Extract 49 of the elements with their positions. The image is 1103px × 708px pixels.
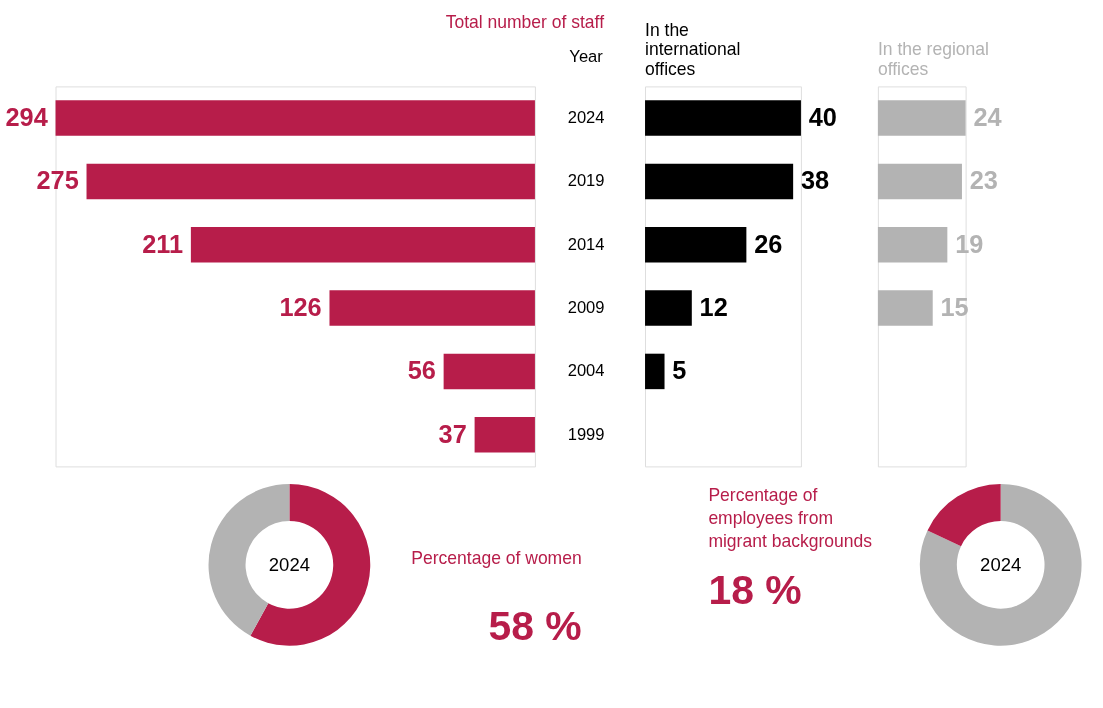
bar [645, 163, 794, 200]
data-label: 294 [5, 102, 48, 131]
bar [645, 227, 747, 263]
data-label: 37 [438, 419, 467, 448]
text: 2024 [268, 553, 310, 575]
chart-title: In the regional offices [877, 39, 989, 79]
y-tick-label: 2004 [567, 361, 605, 381]
y-tick-label: 2019 [567, 171, 605, 191]
bar [645, 290, 692, 326]
chart-title: In the international offices [645, 19, 741, 79]
data-label: 5 [672, 356, 687, 385]
bar [190, 227, 535, 263]
text: 18 % [708, 566, 802, 613]
donut-slice [250, 483, 371, 646]
text: Percentage of employees from migrant backgrounds [708, 484, 873, 552]
data-label: 26 [754, 229, 783, 258]
data-label: 56 [407, 356, 436, 385]
text: 58 % [488, 602, 582, 649]
bar [474, 417, 535, 453]
data-label: 275 [36, 166, 79, 195]
data-label: 19 [955, 229, 984, 258]
y-tick-label: 1999 [567, 424, 605, 444]
data-label: 15 [940, 292, 969, 321]
bar [645, 100, 801, 136]
y-tick-label: 2024 [567, 107, 605, 127]
donut-slice [927, 483, 1001, 547]
bar [55, 100, 535, 136]
bar [645, 353, 665, 390]
chart-title: Total number of staff [445, 11, 605, 32]
data-label: 24 [973, 102, 1002, 131]
data-label: 126 [279, 292, 322, 321]
bar [329, 290, 535, 326]
data-label: 40 [808, 102, 837, 131]
data-label: 211 [142, 229, 184, 258]
data-label: 12 [699, 292, 728, 321]
y-axis-title: Year [569, 46, 604, 66]
bar [877, 100, 966, 136]
donut-slice [919, 483, 1082, 646]
bar [877, 163, 962, 200]
y-tick-label: 2009 [567, 297, 605, 317]
bar [86, 163, 535, 200]
y-tick-label: 2014 [567, 234, 605, 254]
data-label: 23 [969, 166, 998, 195]
bar [877, 290, 933, 326]
text: 2024 [980, 553, 1022, 575]
bar [443, 353, 535, 390]
text: Percentage of women [411, 547, 582, 568]
data-label: 38 [800, 166, 830, 195]
bar [877, 227, 948, 263]
